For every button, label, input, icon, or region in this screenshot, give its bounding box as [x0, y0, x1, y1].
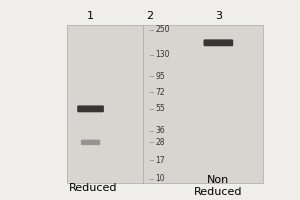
Text: 28: 28 [155, 138, 165, 147]
Text: 55: 55 [155, 104, 165, 113]
Bar [67, 25, 263, 183]
Text: 250: 250 [155, 25, 169, 34]
Text: 10: 10 [155, 174, 165, 183]
FancyBboxPatch shape [77, 105, 104, 112]
Text: 72: 72 [155, 88, 165, 97]
Text: 95: 95 [155, 72, 165, 81]
Text: 1: 1 [87, 11, 94, 21]
Text: 2: 2 [146, 11, 154, 21]
Text: 36: 36 [155, 126, 165, 135]
FancyBboxPatch shape [81, 140, 100, 145]
Text: Reduced: Reduced [69, 183, 118, 193]
Text: 17: 17 [155, 156, 165, 165]
Text: 130: 130 [155, 50, 169, 59]
Text: Non
Reduced: Non Reduced [194, 175, 243, 197]
FancyBboxPatch shape [203, 39, 233, 46]
Text: 3: 3 [215, 11, 222, 21]
